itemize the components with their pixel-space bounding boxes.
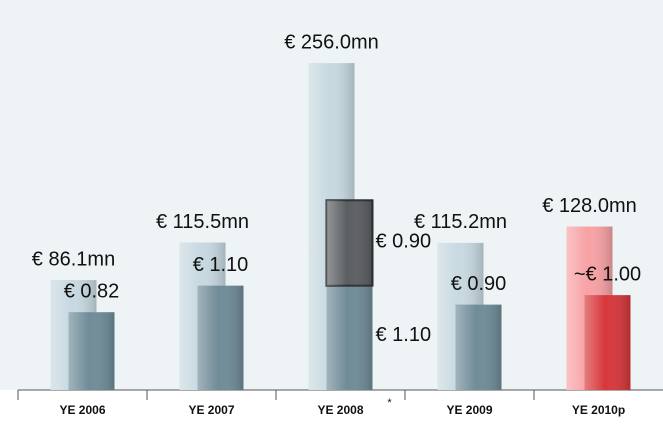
- value-label: € 0.90: [376, 231, 432, 253]
- value-label: € 256.0mn: [284, 31, 379, 53]
- bar-shine: [197, 285, 244, 390]
- value-label: ~€ 1.00: [574, 263, 641, 285]
- value-label: € 0.90: [451, 273, 507, 295]
- bar-shine: [455, 304, 502, 390]
- value-label: € 115.5mn: [156, 211, 249, 233]
- x-tick-label: YE 2008: [317, 403, 363, 417]
- x-tick-label: YE 2006: [59, 403, 105, 417]
- value-label: € 1.10: [376, 324, 432, 346]
- value-label: € 1.10: [193, 254, 249, 276]
- bar-shine: [68, 312, 115, 390]
- x-tick-label: YE 2010p: [572, 403, 625, 417]
- x-tick-label: YE 2007: [188, 403, 234, 417]
- value-label: € 0.82: [64, 280, 120, 302]
- bar-shine: [326, 200, 373, 286]
- value-label: € 86.1mn: [32, 248, 115, 270]
- bar-shine: [584, 295, 631, 390]
- value-label: € 115.2mn: [414, 211, 507, 233]
- bar-shine: [326, 285, 373, 390]
- x-tick-label: YE 2009: [446, 403, 492, 417]
- annotation: *: [387, 397, 392, 409]
- value-label: € 128.0mn: [542, 195, 637, 217]
